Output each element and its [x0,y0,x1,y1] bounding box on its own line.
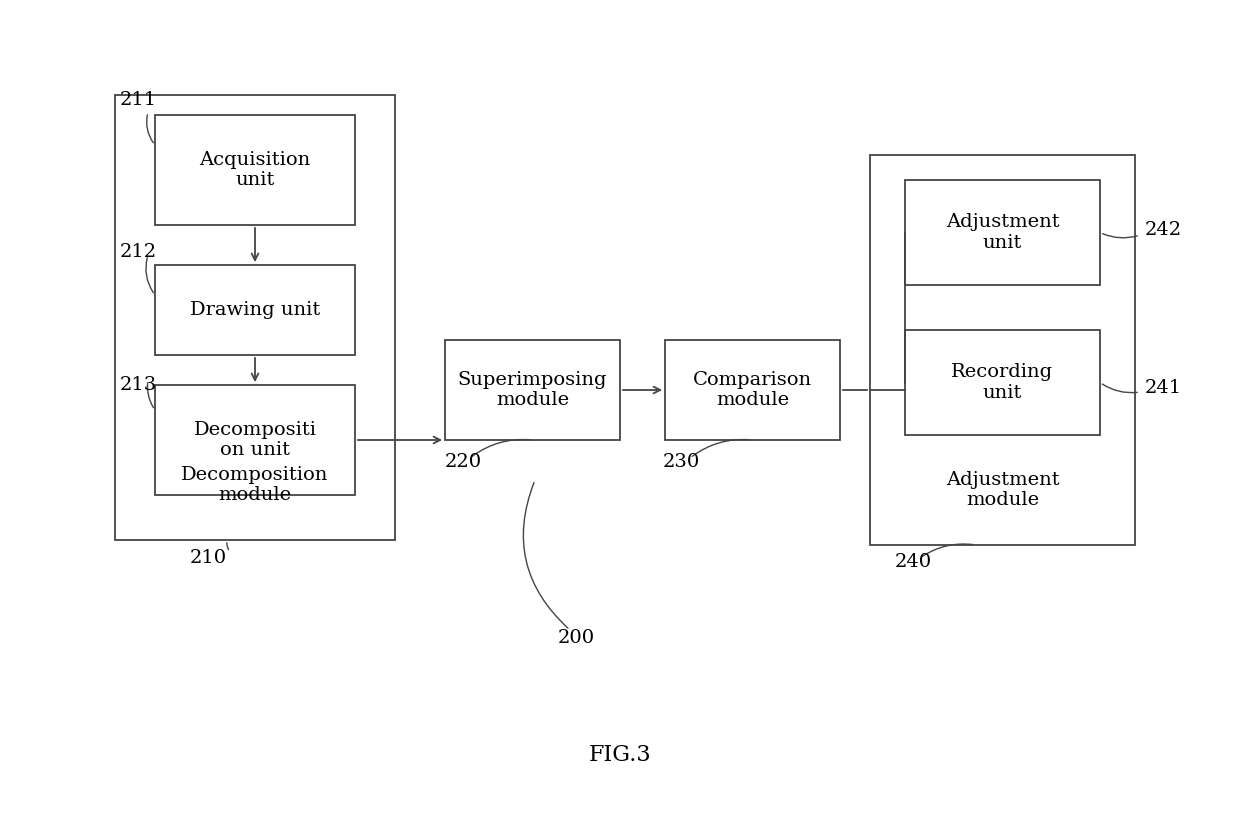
Text: 240: 240 [895,553,932,571]
Text: 241: 241 [1145,379,1182,397]
Text: Superimposing
module: Superimposing module [458,371,608,409]
Text: 242: 242 [1145,221,1182,239]
Text: Drawing unit: Drawing unit [190,301,320,319]
Bar [665,340,839,440]
Bar [155,115,355,225]
Bar [155,265,355,355]
Bar [115,95,396,540]
Bar [870,155,1135,545]
Bar [905,180,1100,285]
Text: Decompositi
on unit: Decompositi on unit [193,421,316,459]
Bar [445,340,620,440]
Bar [905,330,1100,435]
Text: 220: 220 [445,453,482,471]
Text: Decomposition
module: Decomposition module [181,466,329,504]
Text: 212: 212 [120,243,157,261]
Text: 211: 211 [120,91,157,109]
Text: Adjustment
module: Adjustment module [946,471,1059,510]
Bar [155,385,355,495]
Text: Recording
unit: Recording unit [951,363,1054,402]
Text: Acquisition
unit: Acquisition unit [200,150,311,190]
Text: Comparison
module: Comparison module [693,371,812,409]
Text: FIG.3: FIG.3 [589,744,651,766]
Text: Adjustment
unit: Adjustment unit [946,213,1059,252]
Text: 230: 230 [663,453,701,471]
Text: 200: 200 [558,629,595,647]
Text: 213: 213 [120,376,157,394]
Text: 210: 210 [190,549,227,567]
